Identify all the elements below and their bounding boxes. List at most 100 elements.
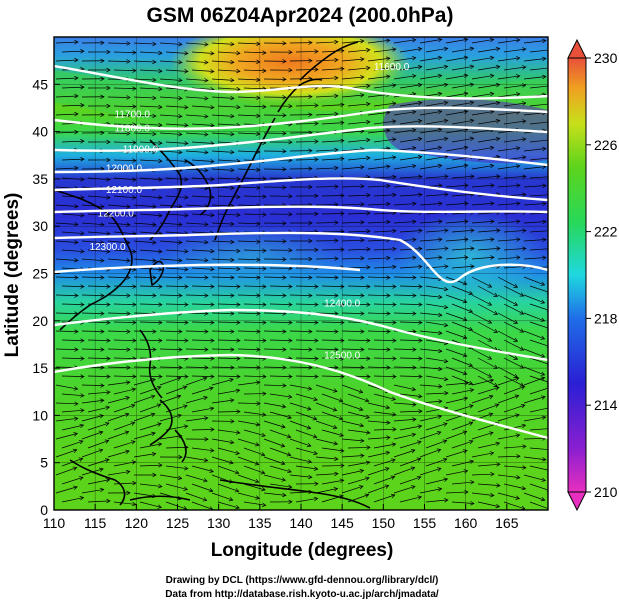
streamline-segment xyxy=(159,114,182,117)
streamline-arrow xyxy=(106,67,111,73)
streamline-segment xyxy=(113,177,136,181)
streamline-segment xyxy=(523,474,546,481)
streamline-segment xyxy=(419,488,442,494)
streamline-arrow xyxy=(152,472,157,478)
colorbar-tick-label: 222 xyxy=(594,224,618,240)
streamline-segment xyxy=(55,95,78,98)
streamline-arrow xyxy=(358,485,364,490)
streamline-segment xyxy=(133,132,156,135)
streamline-segment xyxy=(419,366,442,370)
streamline-segment xyxy=(497,111,520,116)
streamline-arrow xyxy=(366,338,371,343)
streamline-arrow xyxy=(411,128,417,133)
streamline-arrow xyxy=(98,448,104,453)
streamline-arrow xyxy=(126,329,131,334)
streamline-segment xyxy=(471,330,492,342)
streamline-arrow xyxy=(521,485,527,491)
streamline-segment xyxy=(87,321,111,324)
streamline-arrow xyxy=(360,220,365,225)
streamline-segment xyxy=(315,488,338,494)
streamline-arrow xyxy=(360,238,365,243)
streamline-segment xyxy=(133,78,156,81)
streamline-segment xyxy=(367,467,390,476)
contour-11900 xyxy=(54,148,548,174)
streamline-segment xyxy=(159,377,181,386)
streamline-segment xyxy=(445,92,468,98)
streamline-segment xyxy=(217,375,241,378)
streamline-arrow xyxy=(496,462,501,467)
streamline-segment xyxy=(185,366,209,369)
streamline-arrow xyxy=(204,78,209,83)
streamline-arrow xyxy=(152,59,157,65)
streamline-segment xyxy=(133,348,157,351)
streamline-arrow xyxy=(412,275,417,280)
streamline-segment xyxy=(321,447,344,452)
streamline-segment xyxy=(315,330,339,333)
streamline-segment xyxy=(399,120,422,125)
streamline-segment xyxy=(159,474,182,479)
streamline-segment xyxy=(419,348,442,352)
streamline-segment xyxy=(451,47,474,53)
streamline-arrow xyxy=(360,275,365,280)
streamline-arrow xyxy=(308,130,313,135)
streamline-arrow xyxy=(210,284,215,289)
streamline-segment xyxy=(55,41,78,44)
y-tick-label: 5 xyxy=(40,455,48,471)
streamline-arrow xyxy=(100,311,105,316)
streamline-arrow xyxy=(126,113,131,118)
streamline-segment xyxy=(393,402,416,406)
streamline-arrow xyxy=(490,255,495,260)
streamline-arrow xyxy=(150,412,156,417)
streamline-arrow xyxy=(412,293,417,298)
streamline-segment xyxy=(107,450,130,458)
streamline-arrow xyxy=(308,293,313,298)
streamline-segment xyxy=(113,141,137,144)
streamline-arrow xyxy=(74,401,79,406)
streamline-segment xyxy=(523,166,546,170)
streamline-arrow xyxy=(99,467,104,472)
streamline-arrow xyxy=(366,229,371,234)
streamline-segment xyxy=(185,492,207,501)
streamline-arrow xyxy=(156,403,162,408)
streamline-arrow xyxy=(513,301,519,306)
streamline-arrow xyxy=(100,166,105,172)
streamline-segment xyxy=(497,395,519,404)
contour-label: 11800.0 xyxy=(115,124,151,135)
streamline-arrow xyxy=(334,75,339,81)
streamline-arrow xyxy=(100,40,105,46)
streamline-segment xyxy=(139,339,163,342)
streamline-arrow xyxy=(521,137,527,142)
streamline-segment xyxy=(419,415,442,422)
streamline-arrow xyxy=(230,185,235,191)
streamline-segment xyxy=(425,499,448,503)
streamline-segment xyxy=(113,388,136,395)
streamline-segment xyxy=(451,357,473,367)
streamline-segment xyxy=(191,105,214,108)
streamline-arrow xyxy=(391,65,397,70)
streamline-arrow xyxy=(366,445,371,450)
streamline-segment xyxy=(497,220,520,224)
streamline-arrow xyxy=(80,103,85,108)
streamline-arrow xyxy=(436,448,442,453)
streamline-arrow xyxy=(256,347,261,352)
streamline-arrow xyxy=(132,374,137,379)
streamline-segment xyxy=(529,447,548,450)
streamline-segment xyxy=(237,60,260,63)
streamline-arrow xyxy=(204,132,209,137)
streamline-arrow xyxy=(255,442,260,447)
streamline-segment xyxy=(445,431,467,440)
streamline-arrow xyxy=(308,148,313,153)
streamline-segment xyxy=(393,433,416,440)
streamline-segment xyxy=(445,294,467,303)
streamline-segment xyxy=(497,184,520,188)
streamline-segment xyxy=(341,455,364,458)
streamline-segment xyxy=(185,78,208,81)
streamline-arrow xyxy=(385,128,391,133)
streamline-arrow xyxy=(365,460,371,465)
streamline-segment xyxy=(451,460,474,467)
streamline-segment xyxy=(471,366,492,378)
streamline-arrow xyxy=(496,174,501,179)
streamline-segment xyxy=(191,339,215,342)
contour-label: 12500.0 xyxy=(324,351,361,362)
streamline-arrow xyxy=(78,476,84,481)
